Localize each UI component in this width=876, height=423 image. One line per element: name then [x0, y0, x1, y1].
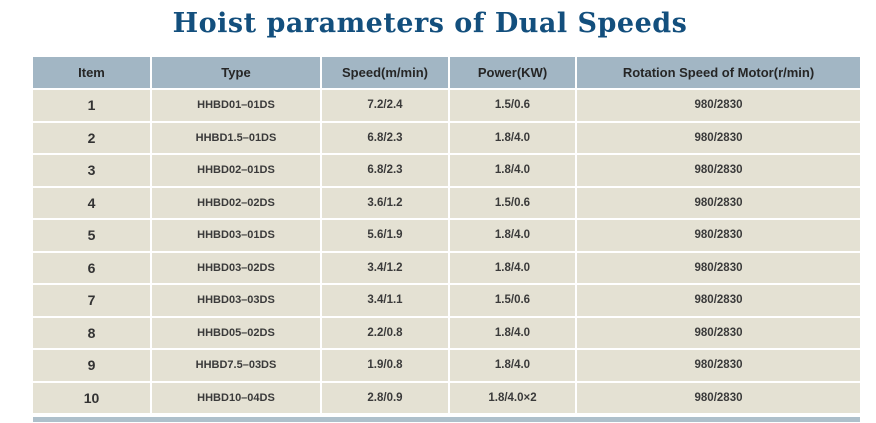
row-speed: 6.8/2.3	[322, 155, 448, 186]
table-bottom-bar	[33, 417, 860, 422]
row-type: HHBD02–01DS	[152, 155, 320, 186]
row-type: HHBD1.5–01DS	[152, 122, 320, 153]
row-rotation-speed: 980/2830	[577, 155, 860, 186]
row-power: 1.5/0.6	[450, 285, 575, 316]
row-item-number: 2	[33, 122, 150, 153]
row-rotation-speed: 980/2830	[577, 220, 860, 251]
row-item-number: 6	[33, 252, 150, 283]
row-speed: 3.4/1.2	[322, 252, 448, 283]
row-rotation-speed: 980/2830	[577, 285, 860, 316]
row-item-number: 1	[33, 90, 150, 121]
row-item-number: 7	[33, 285, 150, 316]
column-header-power: Power(KW)	[450, 57, 575, 88]
row-rotation-speed: 980/2830	[577, 382, 860, 413]
page-title: Hoist parameters of Dual Speeds	[172, 8, 688, 39]
row-item-number: 8	[33, 317, 150, 348]
row-item-number: 5	[33, 220, 150, 251]
row-type: HHBD03–02DS	[152, 252, 320, 283]
row-type: HHBD7.5–03DS	[152, 350, 320, 381]
row-type: HHBD01–01DS	[152, 90, 320, 121]
row-speed: 2.8/0.9	[322, 382, 448, 413]
row-power: 1.8/4.0	[450, 155, 575, 186]
row-power: 1.8/4.0	[450, 122, 575, 153]
row-item-number: 10	[33, 382, 150, 413]
row-power: 1.8/4.0	[450, 350, 575, 381]
column-header-speed: Speed(m/min)	[322, 57, 448, 88]
row-speed: 3.6/1.2	[322, 187, 448, 218]
row-speed: 2.2/0.8	[322, 317, 448, 348]
row-item-number: 4	[33, 187, 150, 218]
column-header-type: Type	[152, 57, 320, 88]
row-item-number: 3	[33, 155, 150, 186]
row-power: 1.8/4.0	[450, 317, 575, 348]
row-type: HHBD10–04DS	[152, 382, 320, 413]
row-type: HHBD02–02DS	[152, 187, 320, 218]
row-speed: 5.6/1.9	[322, 220, 448, 251]
row-rotation-speed: 980/2830	[577, 252, 860, 283]
row-type: HHBD03–03DS	[152, 285, 320, 316]
row-speed: 6.8/2.3	[322, 122, 448, 153]
row-power: 1.8/4.0	[450, 220, 575, 251]
row-speed: 7.2/2.4	[322, 90, 448, 121]
row-rotation-speed: 980/2830	[577, 90, 860, 121]
column-header-rotation: Rotation Speed of Motor(r/min)	[577, 57, 860, 88]
row-power: 1.8/4.0×2	[450, 382, 575, 413]
row-rotation-speed: 980/2830	[577, 122, 860, 153]
row-type: HHBD03–01DS	[152, 220, 320, 251]
row-power: 1.5/0.6	[450, 187, 575, 218]
row-rotation-speed: 980/2830	[577, 187, 860, 218]
row-speed: 1.9/0.8	[322, 350, 448, 381]
row-speed: 3.4/1.1	[322, 285, 448, 316]
row-rotation-speed: 980/2830	[577, 317, 860, 348]
row-type: HHBD05–02DS	[152, 317, 320, 348]
hoist-parameters-table: Item Type Speed(m/min) Power(KW) Rotatio…	[33, 57, 860, 413]
row-power: 1.8/4.0	[450, 252, 575, 283]
row-power: 1.5/0.6	[450, 90, 575, 121]
row-item-number: 9	[33, 350, 150, 381]
column-header-item: Item	[33, 57, 150, 88]
row-rotation-speed: 980/2830	[577, 350, 860, 381]
